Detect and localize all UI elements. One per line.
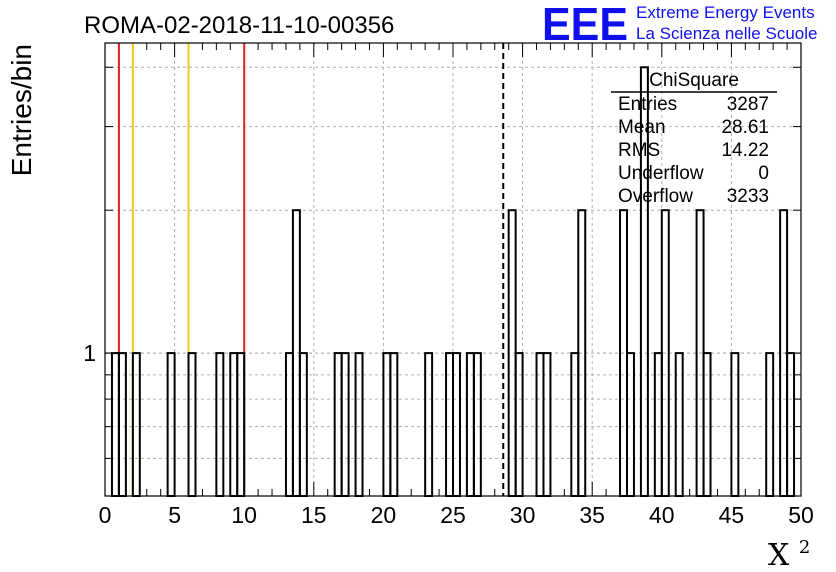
eee-logo-mark: EEE (542, 0, 628, 50)
stats-row-value: 0 (758, 163, 769, 184)
stats-rows: Entries 3287 Mean 28.61 RMS 14.22 Underflow 0 Ov… (618, 94, 769, 207)
x-tick-label: 30 (510, 502, 536, 528)
x-tick-label: 50 (788, 502, 814, 528)
stats-row-value: 28.61 (721, 117, 769, 138)
stats-row-label: Entries (618, 94, 677, 115)
x-tick-label: 15 (301, 502, 327, 528)
stats-row-label: RMS (618, 140, 660, 161)
stats-title: ChiSquare (649, 70, 739, 91)
stats-row-label: Mean (618, 117, 666, 138)
stats-row-value: 3287 (727, 94, 769, 115)
stats-row-value: 3233 (727, 186, 769, 207)
x-tick-label: 35 (579, 502, 605, 528)
x-tick-labels: 0 5 10 15 20 25 30 35 40 45 50 (99, 502, 814, 528)
stats-box: ChiSquare Entries 3287 Mean 28.61 RMS 14.22 Un… (611, 70, 777, 207)
y-axis-label: Entries/bin (6, 44, 37, 176)
x-tick-label: 45 (719, 502, 745, 528)
x-tick-label: 5 (168, 502, 181, 528)
x-axis-label-base: X (768, 538, 790, 572)
eee-logo-line2: La Scienza nelle Scuole (636, 24, 817, 43)
chart-title: ROMA-02-2018-11-10-00356 (84, 12, 394, 39)
stats-row-label: Overflow (618, 186, 693, 207)
plot-frame (104, 42, 802, 497)
y-tick-labels: 1 (83, 340, 96, 366)
eee-logo-line1: Extreme Energy Events (636, 3, 815, 22)
stats-row-label: Underflow (618, 163, 704, 184)
x-tick-label: 20 (371, 502, 397, 528)
y-tick-label: 1 (83, 340, 96, 366)
x-axis-label-superscript: 2 (799, 537, 810, 558)
x-tick-label: 0 (99, 502, 112, 528)
eee-logo: EEE Extreme Energy Events La Scienza nel… (542, 0, 817, 50)
stats-row-value: 14.22 (721, 140, 769, 161)
x-tick-label: 25 (440, 502, 466, 528)
x-tick-label: 10 (231, 502, 257, 528)
x-axis-label: X 2 (768, 537, 810, 572)
x-tick-label: 40 (649, 502, 675, 528)
